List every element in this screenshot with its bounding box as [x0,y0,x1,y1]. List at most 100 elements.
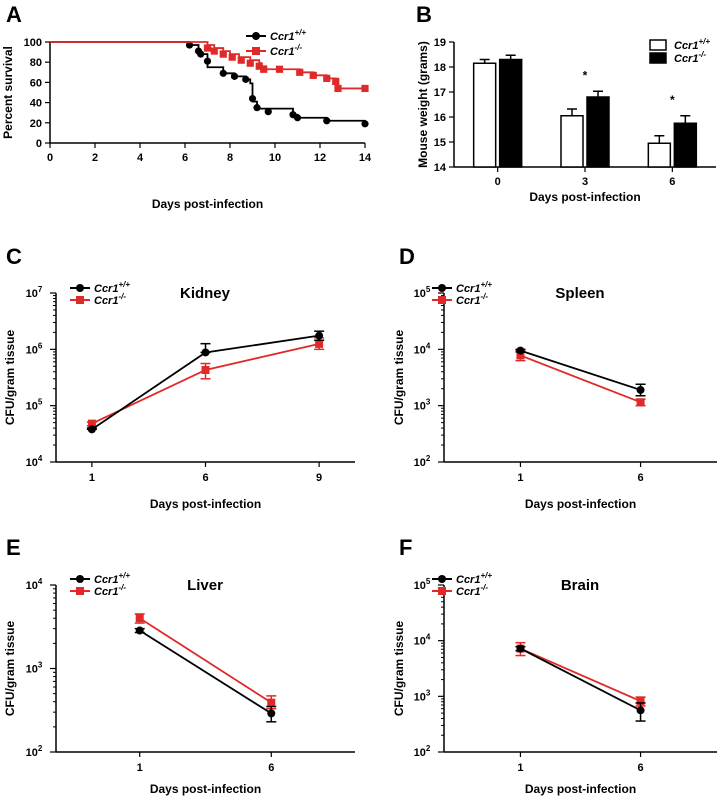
legend-swatch [649,52,667,64]
legend-marker [438,284,446,292]
series-line-wt [139,629,272,715]
survival-point-ko [246,59,254,67]
y-tick-label: 16 [434,112,446,124]
survival-point-ko [361,84,369,93]
legend: Ccr1+/+Ccr1-/- [70,571,130,598]
x-tick-label: 10 [269,152,281,164]
y-tick-label: 40 [30,98,42,110]
survival-point-wt [230,72,239,80]
bar-wt [647,142,672,168]
y-axis-label: CFU/gram tissue [3,620,17,716]
y-tick-label: 15 [434,137,446,149]
y-tick-label: 100 [24,37,42,49]
series-line-ko [139,617,272,704]
y-tick-label: 105 [414,285,431,300]
series-line-wt [520,349,641,391]
survival-point-ko [334,84,342,93]
legend-marker [438,296,446,304]
y-tick-label: 103 [26,661,43,676]
panel-title: Spleen [555,285,604,302]
data-point-wt [516,644,525,653]
y-tick-label: 104 [414,341,431,356]
x-tick-label: 6 [669,176,675,188]
x-tick-label: 0 [495,176,501,188]
legend-label: Ccr1-/- [456,292,488,307]
survival-point-wt [242,75,250,83]
data-point-ko [87,419,96,428]
x-axis-label: Days post-infection [529,190,640,204]
x-tick-label: 2 [92,152,98,164]
panel-letter: C [6,244,22,269]
data-point-wt [201,348,210,357]
y-tick-label: 60 [30,77,42,89]
y-tick-label: 107 [26,285,43,300]
x-axis-label: Days post-infection [150,782,261,796]
x-tick-label: 6 [637,762,643,774]
survival-point-ko [323,74,331,82]
data-point-wt [87,425,96,434]
legend-marker [252,32,260,40]
legend-marker [76,575,84,583]
bar-wt [560,115,584,168]
y-tick-label: 80 [30,57,42,69]
legend: Ccr1+/+Ccr1-/- [649,37,710,65]
x-tick-label: 1 [517,472,523,484]
legend-marker [76,587,84,595]
x-tick-label: 12 [314,152,326,164]
legend: Ccr1+/+Ccr1-/- [432,571,492,598]
data-point-wt [315,331,324,340]
data-point-ko [267,698,276,707]
bar-wt [472,62,497,168]
legend-label: Ccr1+/+ [270,28,306,43]
data-point-ko [135,614,144,623]
panel-title: Kidney [180,285,231,302]
y-axis-label: CFU/gram tissue [392,620,406,716]
x-tick-label: 1 [517,762,523,774]
data-point-ko [636,697,645,706]
survival-point-ko [275,65,284,73]
legend-swatch [649,39,667,51]
y-tick-label: 14 [434,162,447,174]
data-point-wt [516,346,525,355]
x-tick-label: 6 [268,762,274,774]
legend-label: Ccr1-/- [94,292,126,307]
legend-marker [438,575,446,583]
legend-label: Ccr1-/- [674,50,706,65]
survival-point-wt [293,114,302,122]
panel-letter: D [399,244,415,269]
panel-title: Liver [187,577,223,594]
survival-point-wt [203,57,212,65]
panel-c: C 104 105 106 107 1 6 9 Days post-infection CFU/g… [3,244,355,511]
survival-point-ko [228,53,236,61]
survival-point-ko [296,68,304,76]
x-tick-label: 0 [47,152,53,164]
x-tick-label: 3 [582,176,588,188]
legend-label: Ccr1-/- [94,583,126,598]
y-tick-label: 19 [434,37,446,49]
survival-point-ko [237,56,245,64]
legend-marker [76,284,84,292]
legend-marker [252,47,260,55]
y-tick-label: 18 [434,62,446,74]
bar-ko [498,58,523,168]
survival-point-wt [361,120,369,128]
y-axis-label: Mouse weight (grams) [416,41,430,168]
y-axis-label: CFU/gram tissue [3,329,17,425]
y-tick-label: 102 [414,454,431,469]
panel-letter: A [6,2,22,27]
survival-point-wt [219,69,227,77]
x-tick-label: 4 [137,152,144,164]
data-point-wt [636,385,645,394]
y-tick-label: 104 [26,577,43,592]
data-point-wt [636,706,645,715]
data-point-ko [315,339,324,348]
y-tick-label: 103 [414,688,431,703]
series-line-wt [520,647,641,712]
x-tick-label: 1 [89,472,95,484]
panel-b: B 14 15 16 17 18 19 0 3 * 6 * Days post-infection Mou… [416,2,716,204]
y-tick-label: 106 [26,341,43,356]
data-point-wt [135,626,144,635]
legend-label: Ccr1-/- [456,583,488,598]
x-tick-label: 6 [637,472,643,484]
